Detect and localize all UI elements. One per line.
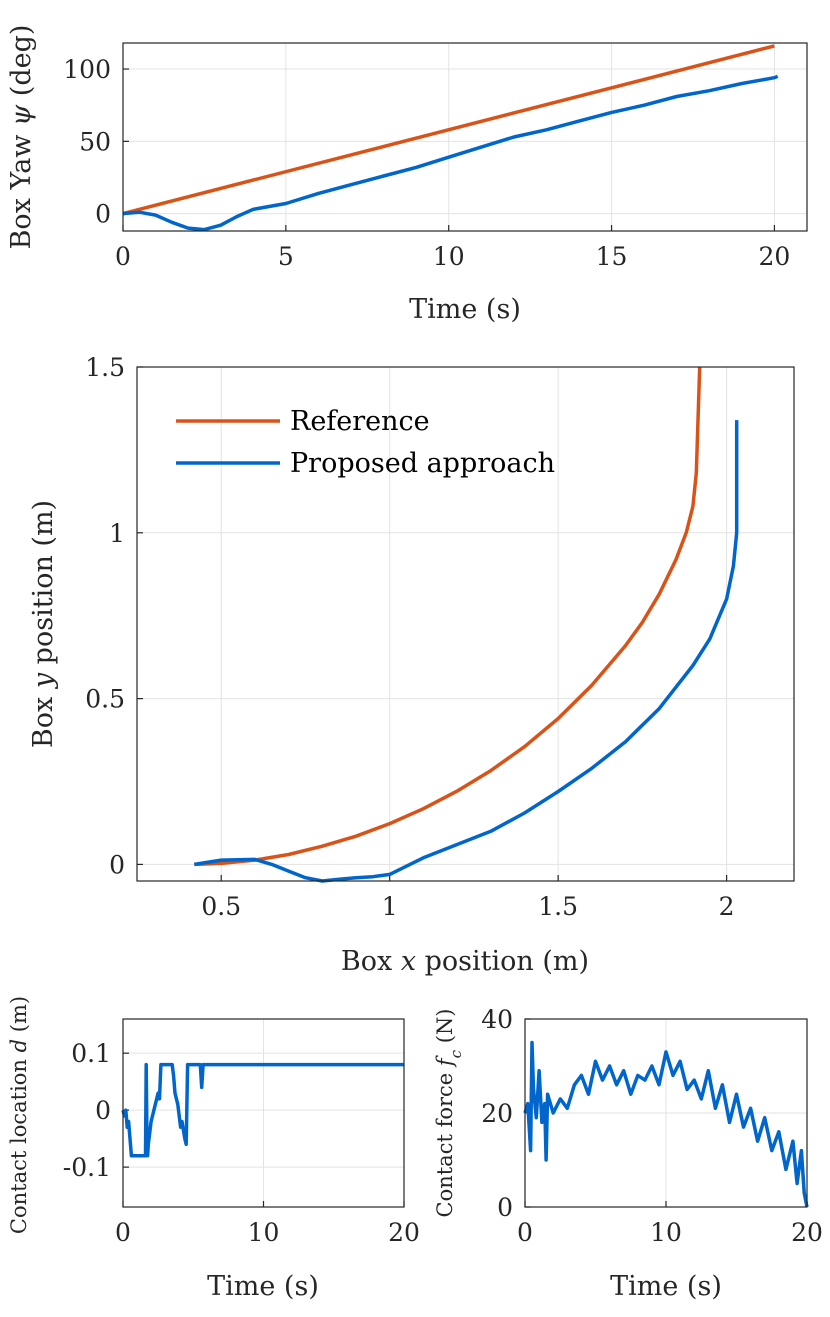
xy-grid	[137, 366, 794, 881]
legend-reference-label: Reference	[290, 406, 430, 437]
xy-plot-area	[137, 366, 739, 883]
contact-location-xtick-label: 20	[388, 1218, 420, 1247]
contact-location-xtick-label: 0	[115, 1218, 131, 1247]
contact-location-grid	[122, 1019, 405, 1207]
contact-location-ytick-label: 0.1	[71, 1039, 111, 1068]
contact-location-ytick-label: 0	[95, 1096, 111, 1125]
yaw-grid	[122, 43, 807, 231]
yaw-xtick-label: 15	[596, 242, 628, 271]
yaw-xtick-label: 5	[278, 242, 294, 271]
yaw-series-reference	[122, 44, 775, 216]
xy-y-axis-label: Box y position (m)	[28, 500, 59, 748]
contact-location-x-axis-label: Time (s)	[207, 1271, 319, 1302]
xy-ytick-label: 1	[109, 519, 125, 548]
yaw-xtick-label: 10	[433, 242, 465, 271]
yaw-plot-area	[122, 44, 779, 232]
xy-xtick-label: 2	[719, 892, 735, 921]
xy-chart: 0.5 1 1.5 2 0 0.5 1 1.5 Box x position (m) Box …	[28, 353, 795, 977]
contact-force-tick-labels: 0 10 20 0 20 40	[481, 1005, 823, 1247]
contact-force-ytick-label: 0	[497, 1193, 513, 1222]
contact-location-ytick-label: -0.1	[63, 1153, 111, 1182]
contact-force-grid	[524, 1018, 808, 1208]
contact-location-tick-labels: 0 10 20 -0.1 0 0.1	[63, 1039, 420, 1247]
contact-force-xtick-label: 10	[650, 1218, 682, 1247]
contact-location-xtick-label: 10	[248, 1218, 280, 1247]
contact-force-chart: 0 10 20 0 20 40 Time (s) Contact force fc (N)	[433, 1005, 823, 1302]
yaw-ytick-label: 50	[79, 127, 111, 156]
legend: Reference Proposed approach	[176, 406, 555, 479]
xy-xtick-label: 0.5	[201, 892, 241, 921]
contact-force-series-proposed	[523, 1040, 809, 1208]
yaw-tick-labels: 0 5 10 15 20 0 50 100	[63, 55, 790, 271]
xy-xtick-label: 1	[382, 892, 398, 921]
contact-location-axes-box	[122, 1018, 405, 1208]
contact-force-ytick-label: 40	[481, 1005, 513, 1034]
xy-series-proposed	[194, 420, 739, 883]
yaw-series-proposed	[122, 74, 779, 232]
yaw-ytick-label: 100	[63, 55, 111, 84]
yaw-y-axis-label: Box Yaw ψ (deg)	[6, 25, 37, 250]
xy-axes-box	[136, 366, 795, 882]
contact-force-xtick-label: 0	[517, 1218, 533, 1247]
xy-series-reference	[194, 366, 702, 867]
xy-ytick-label: 0.5	[85, 685, 125, 714]
contact-force-y-axis-label: Contact force fc (N)	[433, 1008, 465, 1217]
contact-location-series-proposed	[121, 1062, 404, 1158]
contact-force-axes-box	[524, 1018, 808, 1208]
yaw-axes-box	[122, 42, 808, 232]
yaw-chart: 0 5 10 15 20 0 50 100 Time (s) Box Yaw ψ (deg)	[6, 25, 808, 325]
xy-xtick-label: 1.5	[538, 892, 578, 921]
xy-x-axis-label: Box x position (m)	[341, 946, 589, 977]
yaw-y-symbol: ψ	[6, 104, 37, 126]
contact-force-x-axis-label: Time (s)	[610, 1271, 722, 1302]
xy-tick-labels: 0.5 1 1.5 2 0 0.5 1 1.5	[85, 353, 734, 921]
yaw-xtick-label: 0	[115, 242, 131, 271]
xy-ytick-label: 1.5	[85, 353, 125, 382]
yaw-xtick-label: 20	[759, 242, 791, 271]
contact-force-ytick-label: 20	[481, 1099, 513, 1128]
xy-ytick-label: 0	[109, 850, 125, 879]
contact-force-xtick-label: 20	[791, 1218, 823, 1247]
contact-location-chart: 0 10 20 -0.1 0 0.1 Time (s) Contact location …	[7, 996, 420, 1302]
yaw-ytick-label: 0	[95, 200, 111, 229]
legend-proposed-label: Proposed approach	[290, 448, 555, 479]
contact-location-y-axis-label: Contact location d (m)	[7, 996, 31, 1234]
yaw-x-axis-label: Time (s)	[409, 294, 521, 325]
